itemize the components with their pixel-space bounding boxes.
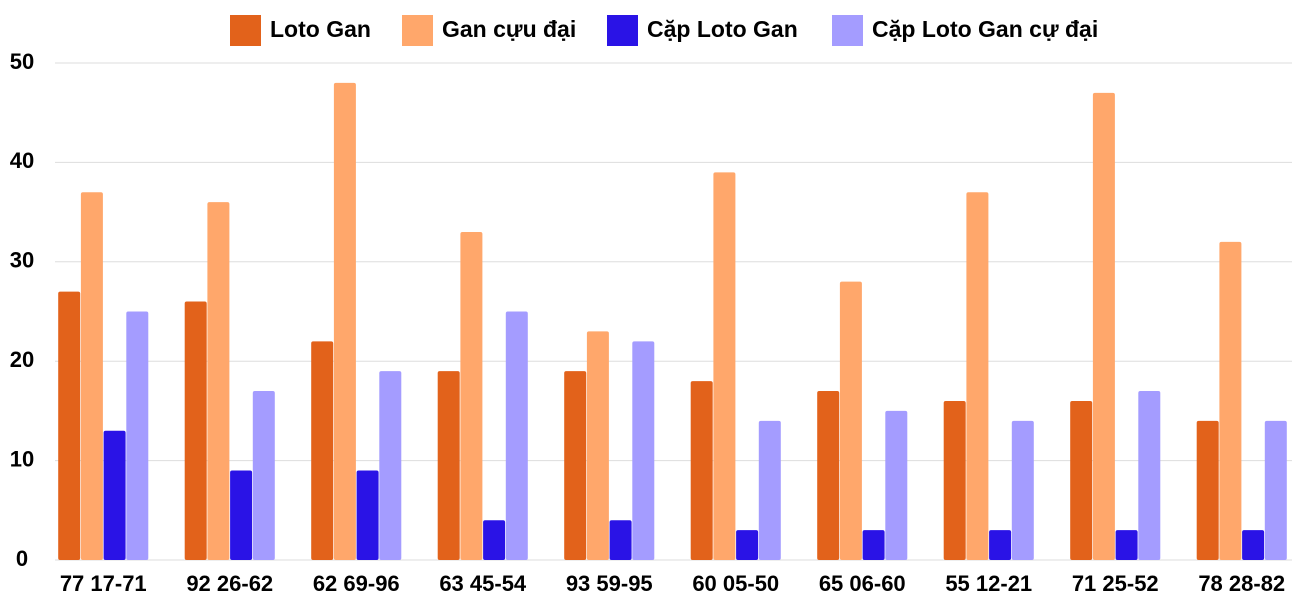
x-tick-label: 63 45-54 bbox=[439, 571, 527, 596]
bar bbox=[1092, 92, 1115, 560]
x-tick-label: 55 12-21 bbox=[945, 571, 1032, 596]
bar bbox=[609, 520, 632, 560]
bar bbox=[1138, 391, 1161, 560]
bar bbox=[356, 470, 379, 560]
y-tick-label: 50 bbox=[10, 49, 34, 74]
x-tick-label: 93 59-95 bbox=[566, 571, 653, 596]
legend-label: Cặp Loto Gan cự đại bbox=[872, 16, 1098, 42]
bar bbox=[333, 82, 356, 560]
bar bbox=[758, 420, 781, 560]
legend-swatch bbox=[832, 15, 863, 46]
bar bbox=[1196, 420, 1219, 560]
bar bbox=[311, 341, 334, 560]
x-tick-label: 65 06-60 bbox=[819, 571, 906, 596]
x-tick-label: 60 05-50 bbox=[692, 571, 779, 596]
y-tick-label: 0 bbox=[16, 546, 28, 571]
bar bbox=[230, 470, 253, 560]
bar bbox=[586, 331, 609, 560]
bar bbox=[966, 192, 989, 560]
x-tick-label: 92 26-62 bbox=[186, 571, 273, 596]
bar bbox=[483, 520, 506, 560]
bar bbox=[632, 341, 655, 560]
bar bbox=[379, 371, 402, 560]
bar bbox=[103, 430, 126, 560]
bar bbox=[736, 530, 759, 560]
bar bbox=[58, 291, 81, 560]
bar bbox=[505, 311, 528, 560]
bar bbox=[885, 410, 908, 560]
bar bbox=[1219, 241, 1242, 561]
y-tick-label: 10 bbox=[10, 446, 34, 471]
x-tick-label: 71 25-52 bbox=[1072, 571, 1159, 596]
bar bbox=[207, 202, 230, 560]
bar bbox=[184, 301, 207, 560]
bar bbox=[1115, 530, 1138, 560]
bar bbox=[1242, 530, 1265, 560]
x-tick-label: 77 17-71 bbox=[60, 571, 147, 596]
legend-label: Loto Gan bbox=[270, 16, 371, 42]
bar bbox=[252, 391, 275, 560]
bar bbox=[1070, 400, 1093, 560]
x-tick-label: 78 28-82 bbox=[1198, 571, 1285, 596]
y-tick-label: 40 bbox=[10, 148, 34, 173]
bar bbox=[126, 311, 149, 560]
bar bbox=[564, 371, 587, 560]
bar bbox=[80, 192, 103, 560]
bar bbox=[690, 381, 713, 560]
legend-swatch bbox=[230, 15, 261, 46]
y-tick-label: 20 bbox=[10, 347, 34, 372]
bar bbox=[817, 391, 840, 560]
legend-swatch bbox=[607, 15, 638, 46]
y-tick-label: 30 bbox=[10, 248, 34, 273]
bar bbox=[1011, 420, 1034, 560]
x-tick-label: 62 69-96 bbox=[313, 571, 400, 596]
legend-label: Cặp Loto Gan bbox=[647, 16, 798, 42]
bar bbox=[713, 172, 736, 560]
bar bbox=[437, 371, 460, 560]
legend-swatch bbox=[402, 15, 433, 46]
legend-label: Gan cựu đại bbox=[442, 16, 576, 42]
bar bbox=[1264, 420, 1287, 560]
bar bbox=[943, 400, 966, 560]
bar bbox=[989, 530, 1012, 560]
bar bbox=[862, 530, 885, 560]
bar bbox=[460, 231, 483, 561]
bar bbox=[839, 281, 862, 560]
